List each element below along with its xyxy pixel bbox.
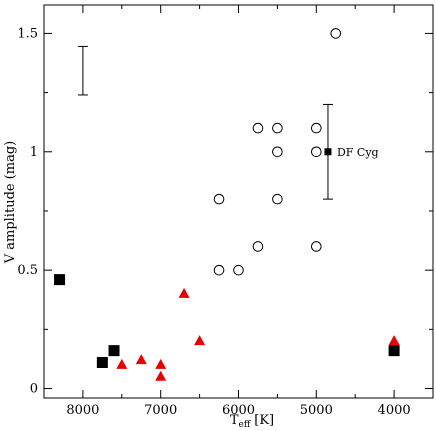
red-triangle-point: [155, 370, 167, 381]
df-cyg-point: [324, 148, 332, 156]
y-axis-label: V amplitude (mag): [3, 141, 18, 265]
y-tick-label: 0: [30, 382, 38, 397]
x-tick-label: 6000: [222, 403, 255, 418]
filled-square-point: [388, 345, 400, 357]
open-circle-point: [233, 264, 244, 276]
open-circle-point: [330, 28, 342, 39]
x-axis-label-subscript: eff: [239, 420, 251, 430]
open-circle-point: [213, 264, 225, 276]
x-tick-labels: 8000 7000 6000 5000 4000: [66, 403, 410, 418]
red-triangle-point: [388, 335, 400, 346]
y-tick-labels: 0 0.5 1 1.5: [17, 26, 38, 396]
x-axis-label-main: T: [230, 413, 239, 428]
filled-square-point: [54, 274, 66, 286]
open-circle-point: [311, 146, 322, 158]
y-tick-label: 1: [30, 145, 38, 160]
red-triangle-point: [116, 358, 128, 369]
y-tick-label: 0.5: [17, 263, 38, 278]
y-tick-label: 1.5: [17, 26, 38, 41]
open-circle-point: [311, 122, 322, 134]
data-marks: [54, 28, 400, 381]
open-circle-point: [311, 241, 322, 252]
x-tick-label: 4000: [378, 403, 411, 418]
open-circle-point: [213, 193, 225, 205]
open-circle-point: [252, 122, 264, 134]
filled-square-point: [96, 356, 108, 368]
open-circle-point: [272, 193, 283, 205]
red-triangle-point: [178, 287, 190, 298]
open-circle-point: [272, 146, 283, 158]
open-circle-point: [272, 122, 283, 134]
red-triangle-point: [135, 354, 147, 365]
axis-ticks: [43, 5, 434, 398]
filled-square-point: [108, 345, 120, 357]
x-axis-label-unit: [K]: [254, 413, 274, 428]
red-triangle-point: [194, 335, 206, 346]
red-triangle-point: [155, 358, 167, 369]
x-tick-label: 5000: [300, 403, 333, 418]
x-axis-label: Teff [K]: [230, 413, 274, 430]
open-circle-point: [252, 241, 264, 252]
x-tick-label: 7000: [144, 403, 177, 418]
x-tick-label: 8000: [66, 403, 99, 418]
plot-frame: [43, 4, 434, 399]
df-cyg-annotation: DF Cyg: [337, 146, 379, 159]
